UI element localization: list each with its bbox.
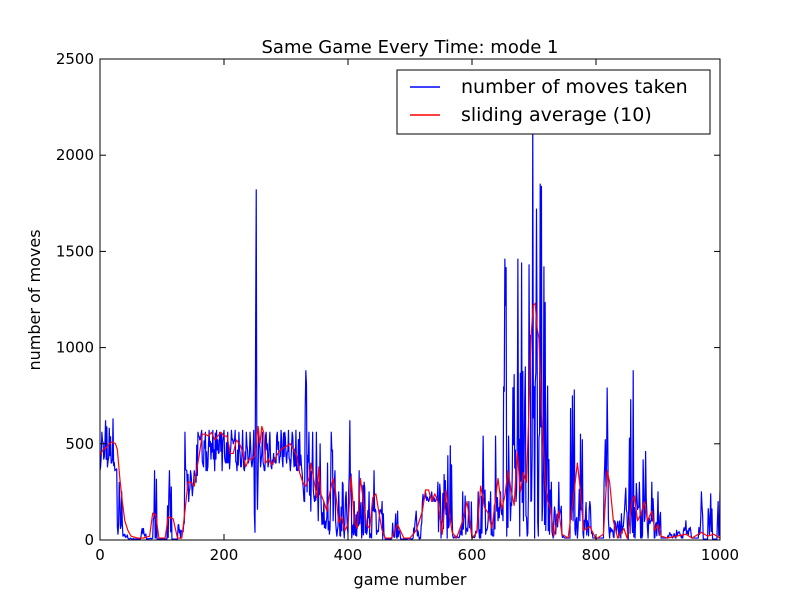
series-layer xyxy=(100,119,720,540)
x-axis-label: game number xyxy=(354,570,467,589)
x-tick-label: 600 xyxy=(458,546,487,564)
y-axis-label: number of moves xyxy=(25,229,44,370)
y-tick-label: 2500 xyxy=(56,50,94,68)
legend: number of moves taken sliding average (1… xyxy=(396,69,711,135)
y-tick-label: 1500 xyxy=(56,242,94,260)
x-tick-label: 400 xyxy=(334,546,363,564)
y-tick-label: 1000 xyxy=(56,339,94,357)
legend-label-average: sliding average (10) xyxy=(461,104,652,126)
legend-label-moves: number of moves taken xyxy=(461,76,688,98)
y-tick-label: 2000 xyxy=(56,146,94,164)
y-tick-label: 500 xyxy=(65,435,94,453)
x-tick-label: 0 xyxy=(95,546,105,564)
legend-box xyxy=(396,69,711,135)
chart-title: Same Game Every Time: mode 1 xyxy=(261,37,558,58)
y-tick-label: 0 xyxy=(84,531,94,549)
x-tick-label: 800 xyxy=(582,546,611,564)
x-tick-label: 200 xyxy=(210,546,239,564)
series-line-sliding-average-10 xyxy=(100,302,720,540)
x-tick-label: 1000 xyxy=(701,546,739,564)
y-axis: 0 500 1000 1500 2000 2500 xyxy=(56,50,720,549)
x-axis: 0 200 400 600 800 1000 xyxy=(95,59,739,564)
plot-frame xyxy=(99,58,721,541)
